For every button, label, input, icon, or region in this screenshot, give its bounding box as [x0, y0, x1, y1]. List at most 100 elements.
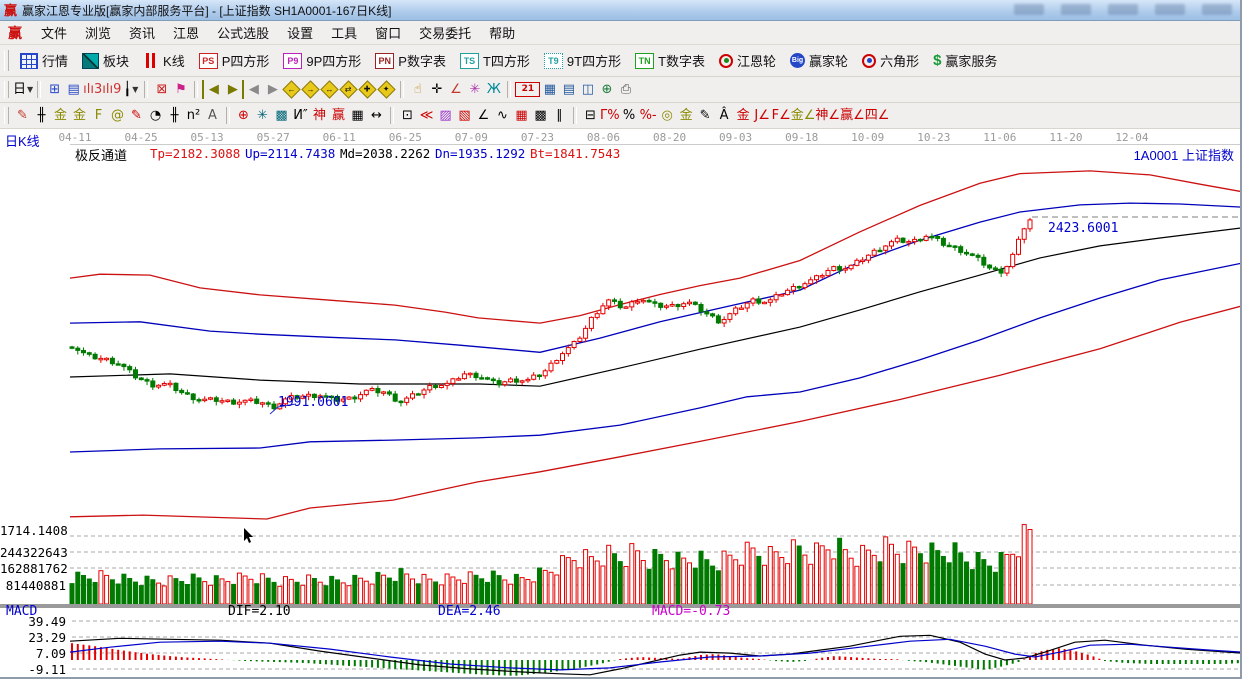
titlebar-ghost-item[interactable] [1061, 4, 1091, 15]
circle-cross-icon[interactable]: ⊕ [234, 106, 253, 125]
calendar-icon[interactable]: 21 [515, 82, 541, 97]
parallel-lines-icon[interactable]: ∥ [550, 106, 569, 125]
titlebar-ghost-item[interactable] [1014, 4, 1044, 15]
letter-line-icon[interactable]: A [203, 106, 222, 125]
box-tool-icon[interactable]: ⊡ [398, 106, 417, 125]
menu-item-3[interactable]: 资讯 [129, 26, 156, 41]
gold-red-icon[interactable]: 金 [734, 106, 753, 125]
time-circle-icon[interactable]: ◔ [146, 106, 165, 125]
gold-ruler-1-icon[interactable]: 金 [51, 106, 70, 125]
notes-icon[interactable]: ▤ [559, 80, 578, 99]
grid-123-icon[interactable]: ▦ [348, 106, 367, 125]
ying-tool-icon[interactable]: 赢 [329, 106, 348, 125]
menu-item-5[interactable]: 公式选股 [217, 26, 270, 41]
toolbar-button-9p-square[interactable]: P9 9P四方形 [276, 49, 368, 72]
angle-measure-tool-icon[interactable]: ∠ [446, 80, 465, 99]
wave-marks-icon[interactable]: И″ [291, 106, 310, 125]
candle-style-icon[interactable]: ╽ ▼ [121, 80, 140, 99]
menu-item-1[interactable]: 文件 [41, 26, 68, 41]
toolbar-button-t-number-table[interactable]: TN T数字表 [628, 49, 712, 72]
menu-item-2[interactable]: 浏览 [85, 26, 112, 41]
info-document-icon[interactable]: ▤ [64, 80, 83, 99]
gold-circle-icon[interactable]: ◎ [658, 106, 677, 125]
gold-ruler-2-icon[interactable]: 金 [70, 106, 89, 125]
toolbar-button-9t-square[interactable]: T9 9T四方形 [537, 49, 628, 72]
toolbar-button-gann-wheel[interactable]: 江恩轮 [712, 49, 783, 72]
toolbar-button-p-square[interactable]: PS P四方形 [192, 49, 277, 72]
wave-lines-icon[interactable]: ∿ [493, 106, 512, 125]
fan-lines-icon[interactable]: ≪ [417, 106, 436, 125]
market-net-icon[interactable]: ⊞ [45, 80, 64, 99]
save-disk-icon[interactable]: ◫ [578, 80, 597, 99]
titlebar-ghost-item[interactable] [1202, 4, 1232, 15]
first-bar-icon[interactable]: ◀ [202, 80, 223, 99]
toolbar-button-kline[interactable]: K线 [136, 49, 192, 72]
menu-item-10[interactable]: 帮助 [489, 26, 516, 41]
draw-pen-icon[interactable]: ✎ [13, 106, 32, 125]
shen-tool-icon[interactable]: 神 [310, 106, 329, 125]
grid-red-icon[interactable]: ▦ [512, 106, 531, 125]
target-tool-icon[interactable]: ✳ [465, 80, 484, 99]
grid-dark-icon[interactable]: ▩ [531, 106, 550, 125]
scale-ruler-icon[interactable]: ╫ [32, 106, 51, 125]
f-angle-icon[interactable]: F∠ [772, 106, 791, 125]
fib-ruler-icon[interactable]: F [89, 106, 108, 125]
percent-line-icon[interactable]: %- [639, 106, 658, 125]
toolbar-button-quotes[interactable]: 行情 [13, 49, 75, 72]
web-box-icon[interactable]: ▩ [272, 106, 291, 125]
wave-amplitude-icon[interactable]: Â [715, 106, 734, 125]
crosshair-tool-icon[interactable]: ✛ [427, 80, 446, 99]
titlebar-ghost-item[interactable] [1155, 4, 1185, 15]
percent-red-icon[interactable]: Γ% [600, 106, 620, 125]
titlebar[interactable]: 赢 赢家江恩专业版[赢家内部服务平台] - [上证指数 SH1A0001-167… [0, 0, 1242, 21]
pen-marker-icon[interactable]: ✎ [696, 106, 715, 125]
scale-ruler-2-icon[interactable]: ╫ [165, 106, 184, 125]
toolbar-drag-handle[interactable] [4, 106, 9, 125]
menu-item-7[interactable]: 工具 [331, 26, 358, 41]
calculator-icon[interactable]: ▦ [540, 80, 559, 99]
j-angle-icon[interactable]: J∠ [753, 106, 772, 125]
shen-angle-icon[interactable]: 神∠ [815, 106, 840, 125]
hand-tool-icon[interactable]: ☝ [408, 80, 427, 99]
next-bar-icon[interactable]: ▶ [263, 80, 282, 99]
prev-bar-icon[interactable]: ◀ [244, 80, 263, 99]
net-box-icon[interactable]: ▧ [455, 106, 474, 125]
web-export-icon[interactable]: ⊕ [597, 80, 616, 99]
bars-3-icon[interactable]: ılı3 [83, 80, 102, 99]
titlebar-ghost-item[interactable] [1108, 4, 1138, 15]
toolbar-button-p-number-table[interactable]: PN P数字表 [368, 49, 453, 72]
color-flag-icon[interactable]: ⚑ [171, 80, 190, 99]
ying-angle-icon[interactable]: 赢∠ [840, 106, 865, 125]
bars-9-icon[interactable]: ılı9 [102, 80, 121, 99]
period-day-icon[interactable]: 日 ▼ [13, 80, 33, 99]
net-box-glyph: ▧ [458, 108, 471, 123]
menu-item-8[interactable]: 窗口 [375, 26, 402, 41]
toolbar-button-winner-wheel[interactable]: Big 赢家轮 [783, 49, 855, 72]
toolbar-button-winner-service[interactable]: $ 赢家服务 [926, 49, 1004, 72]
toolbar-button-sectors[interactable]: 板块 [75, 49, 136, 72]
last-bar-icon[interactable]: ▶ [223, 80, 245, 99]
stat-list-icon[interactable]: ⊟ [581, 106, 600, 125]
toolbar-button-hexagon[interactable]: 六角形 [855, 49, 926, 72]
menu-item-9[interactable]: 交易委托 [419, 26, 472, 41]
red-pen-icon[interactable]: ✎ [127, 106, 146, 125]
square-of-nine-icon[interactable]: n² [184, 106, 203, 125]
percent-icon[interactable]: % [620, 106, 639, 125]
toolbar-drag-handle[interactable] [4, 80, 9, 99]
toolbar-drag-handle[interactable] [4, 49, 9, 72]
print-icon[interactable]: ⎙ [616, 80, 635, 99]
menu-item-4[interactable]: 江恩 [173, 26, 200, 41]
fan-box-icon[interactable]: ▨ [436, 106, 455, 125]
spiral-tool-icon[interactable]: @ [108, 106, 127, 125]
width-measure-icon[interactable]: ↔ [367, 106, 386, 125]
gann-net-icon[interactable]: ⊠ [152, 80, 171, 99]
si-angle-icon[interactable]: 四∠ [865, 106, 890, 125]
toolbar-button-t-square[interactable]: TS T四方形 [453, 49, 537, 72]
menu-item-6[interactable]: 设置 [287, 26, 314, 41]
cycle-tool-icon[interactable]: Ж [484, 80, 503, 99]
star-web-icon[interactable]: ✳ [253, 106, 272, 125]
angle-lines-icon[interactable]: ∠ [474, 106, 493, 125]
gold-angle-icon[interactable]: 金∠ [791, 106, 816, 125]
gold-levels-icon[interactable]: 金 [677, 106, 696, 125]
